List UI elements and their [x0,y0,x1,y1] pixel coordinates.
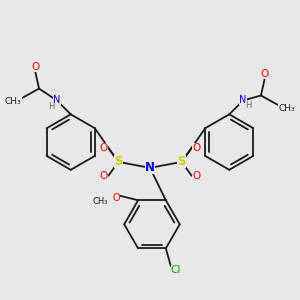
Text: CH₃: CH₃ [278,104,295,113]
Text: O: O [112,193,120,203]
Text: H: H [48,102,54,111]
Text: O: O [99,143,108,153]
Text: CH₃: CH₃ [93,197,108,206]
Text: O: O [31,62,39,72]
Text: CH₃: CH₃ [5,97,22,106]
Text: N: N [145,161,155,174]
Text: N: N [53,95,61,106]
Text: O: O [261,69,269,79]
Text: O: O [192,143,201,153]
Text: O: O [99,171,108,181]
Text: O: O [192,171,201,181]
Text: H: H [245,101,251,110]
Text: Cl: Cl [171,265,181,275]
Text: S: S [178,155,186,168]
Text: N: N [239,95,247,106]
Text: S: S [114,155,122,168]
